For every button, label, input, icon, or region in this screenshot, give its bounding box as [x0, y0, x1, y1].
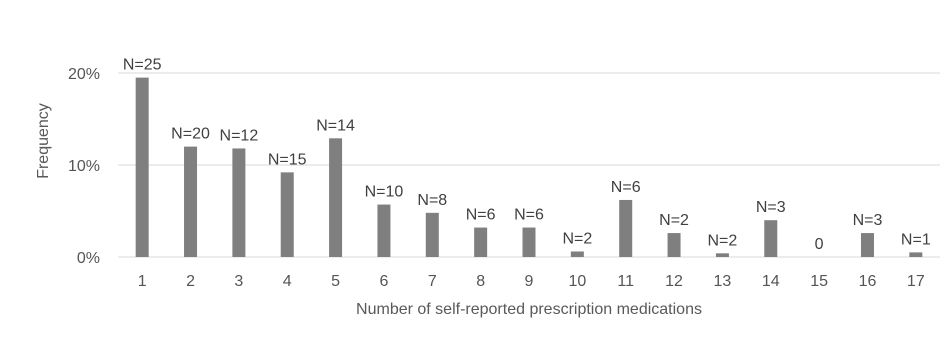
bar [571, 251, 584, 257]
bar [184, 147, 197, 257]
bar [136, 78, 149, 257]
bar [281, 172, 294, 257]
x-tick-label: 14 [762, 273, 780, 290]
bar [619, 200, 632, 257]
data-label: N=2 [562, 230, 592, 247]
x-axis-title: Number of self-reported prescription med… [356, 301, 702, 318]
bar [668, 233, 681, 257]
data-label: N=2 [708, 232, 738, 249]
x-tick-label: 12 [665, 273, 683, 290]
data-label: N=20 [171, 126, 210, 143]
bar [764, 220, 777, 257]
data-label: N=14 [316, 117, 355, 134]
bar [377, 205, 390, 257]
x-tick-label: 6 [379, 273, 388, 290]
bar [909, 252, 922, 257]
x-tick-label: 5 [331, 273, 340, 290]
y-axis-title: Frequency [35, 103, 52, 179]
x-tick-label: 15 [810, 273, 828, 290]
x-axis-ticks: 1 2 3 4 5 6 7 8 9 10 11 12 13 14 15 16 17 [138, 273, 925, 290]
data-label: 0 [815, 236, 824, 253]
data-label: N=12 [220, 127, 259, 144]
x-tick-label: 2 [186, 273, 195, 290]
y-tick-label: 10% [68, 158, 100, 175]
data-label: N=6 [611, 179, 641, 196]
data-label: N=6 [466, 207, 496, 224]
bar [716, 253, 729, 257]
x-tick-label: 10 [568, 273, 586, 290]
bar [474, 228, 487, 257]
data-label: N=3 [853, 212, 883, 229]
x-tick-label: 4 [283, 273, 292, 290]
bar [232, 148, 245, 257]
x-tick-label: 16 [859, 273, 877, 290]
data-label: N=3 [756, 199, 786, 216]
x-tick-label: 17 [907, 273, 925, 290]
data-label: N=8 [417, 192, 447, 209]
bar [861, 233, 874, 257]
data-label: N=6 [514, 207, 544, 224]
y-tick-label: 20% [68, 66, 100, 83]
x-tick-label: 7 [428, 273, 437, 290]
data-label: N=2 [659, 212, 689, 229]
bar [329, 138, 342, 257]
x-tick-label: 8 [476, 273, 485, 290]
x-tick-label: 9 [525, 273, 534, 290]
data-label: N=1 [901, 231, 931, 248]
x-tick-label: 11 [617, 273, 634, 290]
bars [136, 78, 923, 257]
data-label: N=15 [268, 151, 307, 168]
x-tick-label: 13 [714, 273, 732, 290]
bar [523, 228, 536, 257]
y-tick-label: 0% [77, 250, 100, 267]
bar [426, 213, 439, 257]
y-axis-ticks: 0% 10% 20% [68, 66, 100, 267]
data-label: N=10 [365, 184, 404, 201]
x-tick-label: 1 [138, 273, 147, 290]
x-tick-label: 3 [234, 273, 243, 290]
data-label: N=25 [123, 57, 162, 74]
